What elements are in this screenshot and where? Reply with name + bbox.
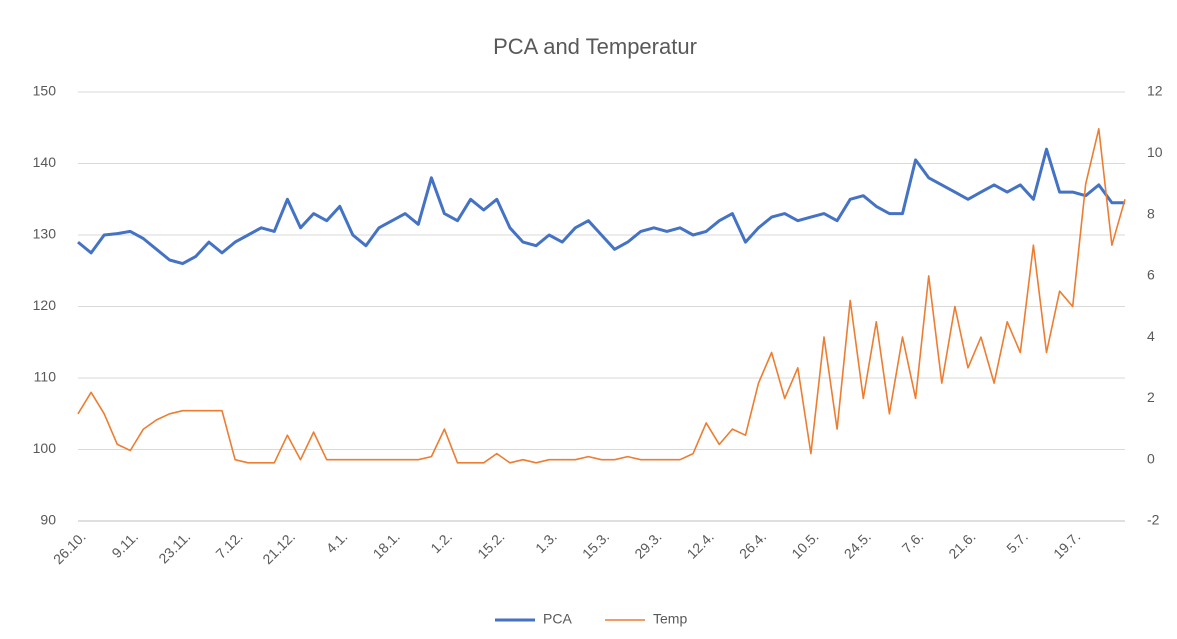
y-tick-label: 100	[33, 440, 57, 456]
x-tick-label: 29.3.	[631, 528, 664, 561]
x-tick-label: 1.2.	[427, 528, 455, 556]
x-tick-label: 18.1.	[370, 528, 403, 561]
x-tick-label: 23.11.	[155, 528, 193, 566]
x-tick-label: 26.4.	[736, 528, 769, 561]
y-tick-label: 130	[33, 226, 57, 242]
y2-tick-label: 8	[1147, 205, 1155, 221]
x-tick-label: 7.6.	[899, 528, 927, 556]
y2-tick-label: 4	[1147, 328, 1155, 344]
legend-label: Temp	[653, 611, 687, 627]
x-tick-label: 7.12.	[212, 528, 245, 561]
x-tick-label: 4.1.	[323, 528, 351, 556]
y-tick-label: 150	[33, 83, 57, 99]
x-tick-label: 24.5.	[841, 528, 874, 561]
x-tick-label: 9.11.	[108, 528, 141, 561]
x-tick-label: 19.7.	[1050, 528, 1083, 561]
y2-tick-label: 10	[1147, 144, 1163, 160]
y2-tick-label: 12	[1147, 83, 1163, 99]
x-tick-label: 15.2.	[474, 528, 507, 561]
series-line	[77, 147, 1125, 266]
y2-tick-label: 2	[1147, 389, 1155, 405]
y-tick-label: 120	[33, 297, 57, 313]
x-tick-label: 10.5.	[788, 528, 821, 561]
x-tick-label: 21.12.	[259, 528, 298, 567]
x-tick-label: 15.3.	[579, 528, 612, 561]
y2-tick-label: 6	[1147, 267, 1155, 283]
y-tick-label: 90	[40, 512, 56, 528]
y-tick-label: 110	[34, 369, 57, 385]
chart-title: PCA and Temperatur	[493, 34, 697, 59]
y2-tick-label: 0	[1147, 450, 1155, 466]
x-tick-label: 21.6.	[945, 528, 978, 561]
y-tick-label: 140	[33, 154, 57, 170]
series-line	[77, 128, 1126, 464]
y2-tick-label: -2	[1147, 512, 1160, 528]
x-tick-label: 1.3.	[532, 528, 560, 556]
legend-label: PCA	[543, 611, 572, 627]
x-tick-label: 26.10.	[50, 528, 89, 567]
x-tick-label: 12.4.	[684, 528, 717, 561]
x-tick-label: 5.7.	[1003, 528, 1031, 556]
